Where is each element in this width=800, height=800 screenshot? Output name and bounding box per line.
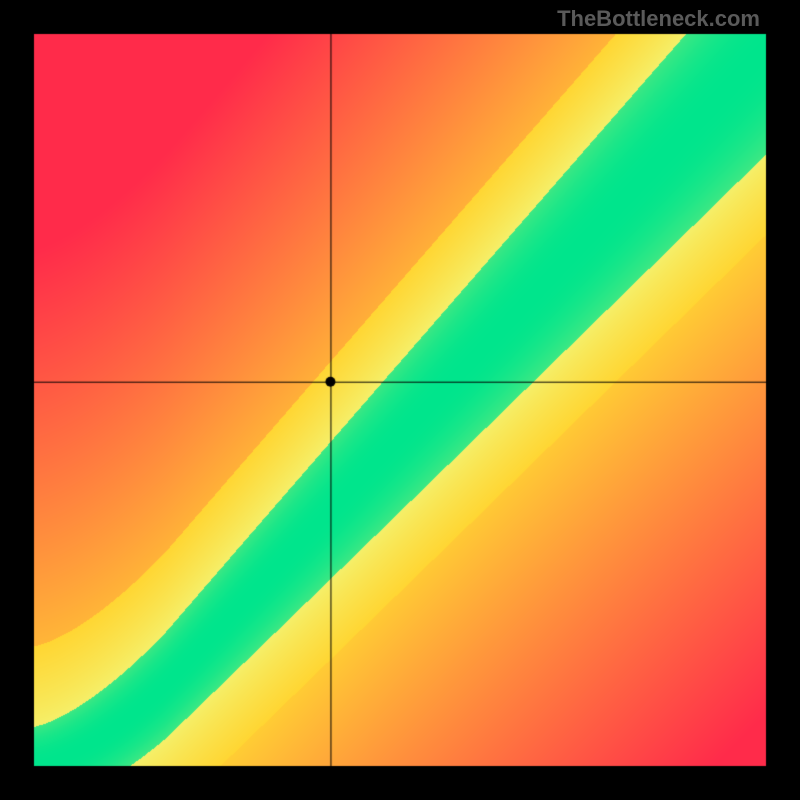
chart-container: TheBottleneck.com	[0, 0, 800, 800]
watermark-text: TheBottleneck.com	[557, 6, 760, 32]
heatmap-canvas	[0, 0, 800, 800]
